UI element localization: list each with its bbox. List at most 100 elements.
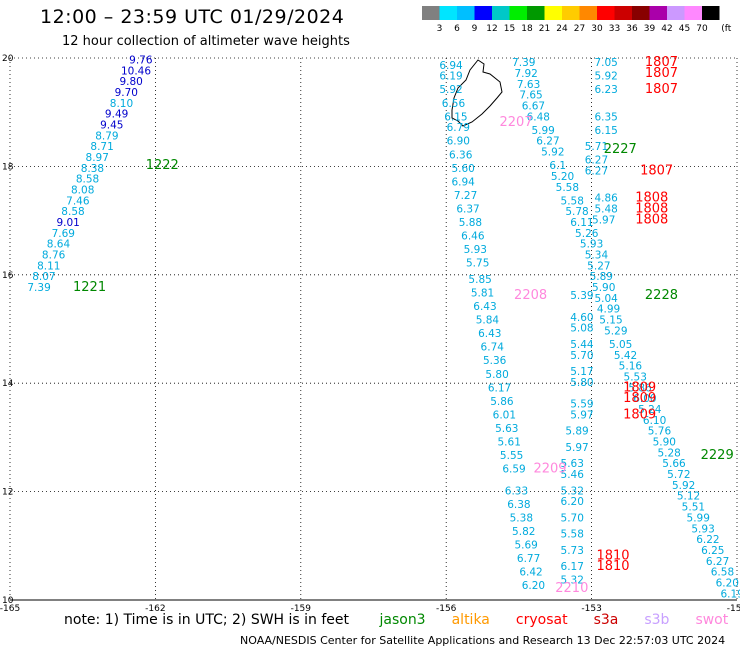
- legend-swatch: [457, 6, 475, 20]
- swh-value: 5.92: [439, 84, 462, 96]
- legend-tick: 9: [472, 24, 478, 34]
- x-tick-label: -153: [581, 604, 601, 614]
- chart-title: 12:00 – 23:59 UTC 01/29/2024: [40, 6, 345, 28]
- swh-value: 6.27: [706, 556, 729, 568]
- swh-value: 6.20: [522, 580, 545, 592]
- swh-value: 5.70: [561, 512, 584, 524]
- swh-value: 5.88: [459, 217, 482, 229]
- coastline: [451, 59, 503, 127]
- legend-swatch: [684, 6, 702, 20]
- swh-value: 5.92: [594, 71, 617, 83]
- swh-value: 8.64: [47, 239, 71, 251]
- swh-value: 5.46: [561, 469, 585, 481]
- swh-value: 7.63: [517, 79, 540, 91]
- swh-value: 6.48: [527, 111, 550, 123]
- swh-value: 6.35: [594, 111, 617, 123]
- swh-value: 6.94: [451, 176, 475, 188]
- swh-value: 5.15: [599, 315, 622, 327]
- swh-value: 8.76: [42, 250, 66, 262]
- pass-label: 1808: [635, 212, 668, 227]
- swh-value: 6.90: [447, 136, 470, 148]
- swh-value: 8.71: [90, 141, 113, 153]
- legend-swatch: [632, 6, 650, 20]
- legend-swatch: [562, 6, 580, 20]
- legend-tick: 15: [504, 24, 515, 34]
- pass-label: 2208: [514, 288, 547, 303]
- swh-value: 6.36: [449, 149, 473, 161]
- swh-value: 5.44: [570, 339, 594, 351]
- swh-value: 7.27: [454, 190, 477, 202]
- swh-value: 5.26: [575, 228, 599, 240]
- pass-label: 1807: [645, 82, 678, 97]
- y-tick-label: 20: [2, 54, 14, 64]
- swh-value: 6.10: [643, 415, 666, 427]
- swh-value: 5.36: [483, 355, 507, 367]
- swh-value: 5.92: [672, 480, 695, 492]
- legend-swatch: [492, 6, 510, 20]
- swh-value: 8.58: [61, 206, 84, 218]
- pass-label: 1221: [73, 280, 106, 295]
- swh-value: 6.27: [585, 155, 608, 167]
- swh-value: 5.92: [541, 147, 564, 159]
- y-tick-label: 18: [2, 162, 14, 172]
- swh-value: 5.04: [594, 293, 618, 305]
- swh-value: 5.28: [657, 447, 680, 459]
- swh-value: 7.92: [514, 68, 537, 80]
- swh-value: 5.93: [464, 244, 487, 256]
- swh-value: 5.90: [653, 437, 676, 449]
- legend-tick: 27: [574, 24, 585, 34]
- swh-value: 5.32: [561, 485, 584, 497]
- swh-value: 5.85: [468, 274, 491, 286]
- swh-value: 5.70: [570, 350, 593, 362]
- swh-value: 6.58: [711, 567, 734, 579]
- pass-label: 1809: [623, 391, 656, 406]
- swh-value: 5.82: [512, 526, 535, 538]
- swh-value: 5.38: [510, 512, 533, 524]
- swh-value: 6.74: [481, 342, 505, 354]
- legend-swatch: [649, 6, 667, 20]
- mission-name: swot: [695, 612, 729, 628]
- legend-tick: 18: [521, 24, 533, 34]
- swh-value: 8.79: [95, 130, 118, 142]
- swh-value: 5.32: [561, 575, 584, 587]
- swh-value: 5.27: [587, 260, 610, 272]
- pass-label: 2228: [645, 288, 678, 303]
- legend-tick: 42: [661, 24, 672, 34]
- swh-value: 6.77: [517, 553, 540, 565]
- swh-value: 5.97: [570, 409, 593, 421]
- swh-value: 5.08: [570, 323, 593, 335]
- x-tick-label: -156: [436, 604, 457, 614]
- legend-swatch: [544, 6, 562, 20]
- pass-label: 2207: [500, 115, 533, 130]
- x-tick-label: -159: [291, 604, 312, 614]
- swh-value: 6.38: [507, 499, 530, 511]
- swh-value: 6.15: [594, 125, 617, 137]
- swh-value: 5.58: [561, 529, 584, 541]
- pass-label: 1807: [645, 55, 678, 70]
- legend-tick: 33: [609, 24, 620, 34]
- pass-label: 1807: [645, 66, 678, 81]
- swh-value: 6.1: [549, 160, 566, 172]
- swh-value: 5.86: [628, 382, 652, 394]
- pass-label: 1808: [635, 201, 668, 216]
- swh-value: 5.63: [495, 423, 518, 435]
- swh-value: 4.99: [597, 304, 620, 316]
- note-text: note: 1) Time is in UTC; 2) SWH is in fe…: [64, 612, 350, 628]
- swh-value: 5.93: [691, 523, 714, 535]
- swh-value: 5.90: [592, 282, 615, 294]
- swh-value: 5.55: [500, 450, 523, 462]
- swh-value: 7.46: [66, 195, 90, 207]
- swh-value: 5.51: [682, 502, 705, 514]
- y-tick-label: 12: [2, 488, 13, 498]
- swh-value: 5.12: [677, 491, 700, 503]
- mission-name: jason3: [379, 612, 426, 628]
- swh-value: 7.05: [594, 57, 617, 69]
- swh-value: 6.01: [493, 409, 516, 421]
- legend-tick: 39: [644, 24, 656, 34]
- pass-label: 1810: [596, 559, 629, 574]
- swh-value: 5.76: [648, 426, 672, 438]
- legend-swatch: [614, 6, 632, 20]
- swh-value: 8.58: [76, 174, 99, 186]
- pass-label: 1809: [623, 380, 656, 395]
